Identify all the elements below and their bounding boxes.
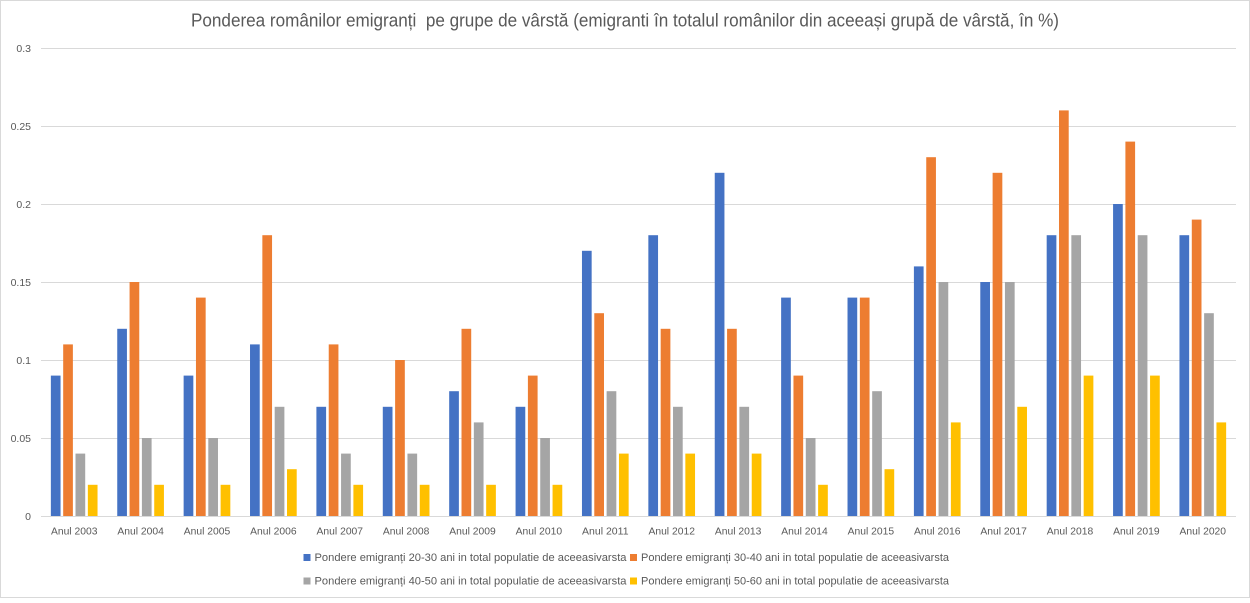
svg-text:0.2: 0.2 — [16, 199, 31, 211]
svg-text:Anul 2012: Anul 2012 — [648, 525, 695, 537]
svg-text:Anul 2003: Anul 2003 — [51, 525, 98, 537]
svg-text:Anul 2007: Anul 2007 — [317, 525, 364, 537]
svg-text:Anul 2017: Anul 2017 — [980, 525, 1027, 537]
svg-text:Anul 2016: Anul 2016 — [914, 525, 961, 537]
svg-text:Anul 2008: Anul 2008 — [383, 525, 430, 537]
svg-text:0.3: 0.3 — [16, 43, 31, 55]
svg-text:Pondere emigranți 20-30 ani in: Pondere emigranți 20-30 ani in total pop… — [315, 552, 627, 564]
svg-text:Anul 2010: Anul 2010 — [516, 525, 563, 537]
svg-text:Anul 2004: Anul 2004 — [117, 525, 164, 537]
svg-text:Pondere emigranți 30-40 ani in: Pondere emigranți 30-40 ani in total pop… — [641, 552, 949, 564]
svg-text:Pondere emigranți 40-50 ani in: Pondere emigranți 40-50 ani in total pop… — [315, 576, 627, 588]
svg-text:0.1: 0.1 — [16, 355, 31, 367]
svg-text:Anul 2019: Anul 2019 — [1113, 525, 1160, 537]
svg-text:Anul 2014: Anul 2014 — [781, 525, 828, 537]
svg-text:Anul 2013: Anul 2013 — [715, 525, 762, 537]
svg-text:0.05: 0.05 — [11, 433, 32, 445]
svg-text:0: 0 — [25, 511, 31, 523]
svg-text:0.25: 0.25 — [11, 121, 32, 133]
svg-text:Anul 2018: Anul 2018 — [1047, 525, 1094, 537]
svg-text:Anul 2005: Anul 2005 — [184, 525, 231, 537]
svg-text:Anul 2011: Anul 2011 — [582, 525, 629, 537]
svg-text:Pondere emigranți 50-60 ani in: Pondere emigranți 50-60 ani in total pop… — [641, 576, 949, 588]
svg-text:Anul 2006: Anul 2006 — [250, 525, 297, 537]
svg-text:Anul 2020: Anul 2020 — [1180, 525, 1227, 537]
svg-text:Anul 2009: Anul 2009 — [449, 525, 496, 537]
svg-text:0.15: 0.15 — [11, 277, 32, 289]
svg-text:Anul 2015: Anul 2015 — [848, 525, 895, 537]
svg-text:Ponderea românilor emigranți: Ponderea românilor emigranți pe grupe de… — [191, 11, 1059, 31]
